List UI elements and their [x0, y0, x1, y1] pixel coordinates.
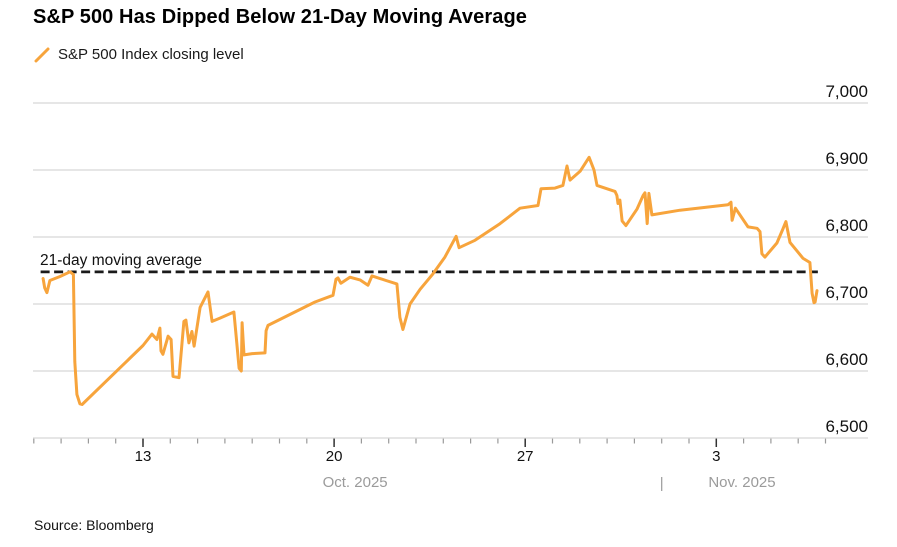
y-axis-label: 6,900 — [825, 149, 868, 168]
x-axis-day-label: 20 — [326, 448, 343, 465]
y-axis-label: 6,500 — [825, 417, 868, 436]
y-axis-label: 6,600 — [825, 350, 868, 369]
price-line — [41, 155, 819, 406]
legend: S&P 500 Index closing level — [34, 46, 244, 63]
chart-title: S&P 500 Has Dipped Below 21-Day Moving A… — [33, 6, 528, 28]
x-axis-day-label: 13 — [135, 448, 152, 465]
x-axis-month-label: Nov. 2025 — [708, 474, 775, 491]
y-axis-label: 7,000 — [825, 82, 868, 101]
legend-label: S&P 500 Index closing level — [58, 46, 244, 63]
x-axis-day-label: 3 — [712, 448, 720, 465]
legend-line-marker-icon — [34, 47, 50, 62]
x-axis-month-label: Oct. 2025 — [323, 474, 388, 491]
y-axis-label: 6,800 — [825, 216, 868, 235]
month-divider: | — [660, 475, 664, 492]
x-axis-day-label: 27 — [517, 448, 534, 465]
moving-average-label: 21-day moving average — [40, 252, 202, 269]
source-note: Source: Bloomberg — [34, 517, 154, 533]
y-axis-label: 6,700 — [825, 283, 868, 302]
